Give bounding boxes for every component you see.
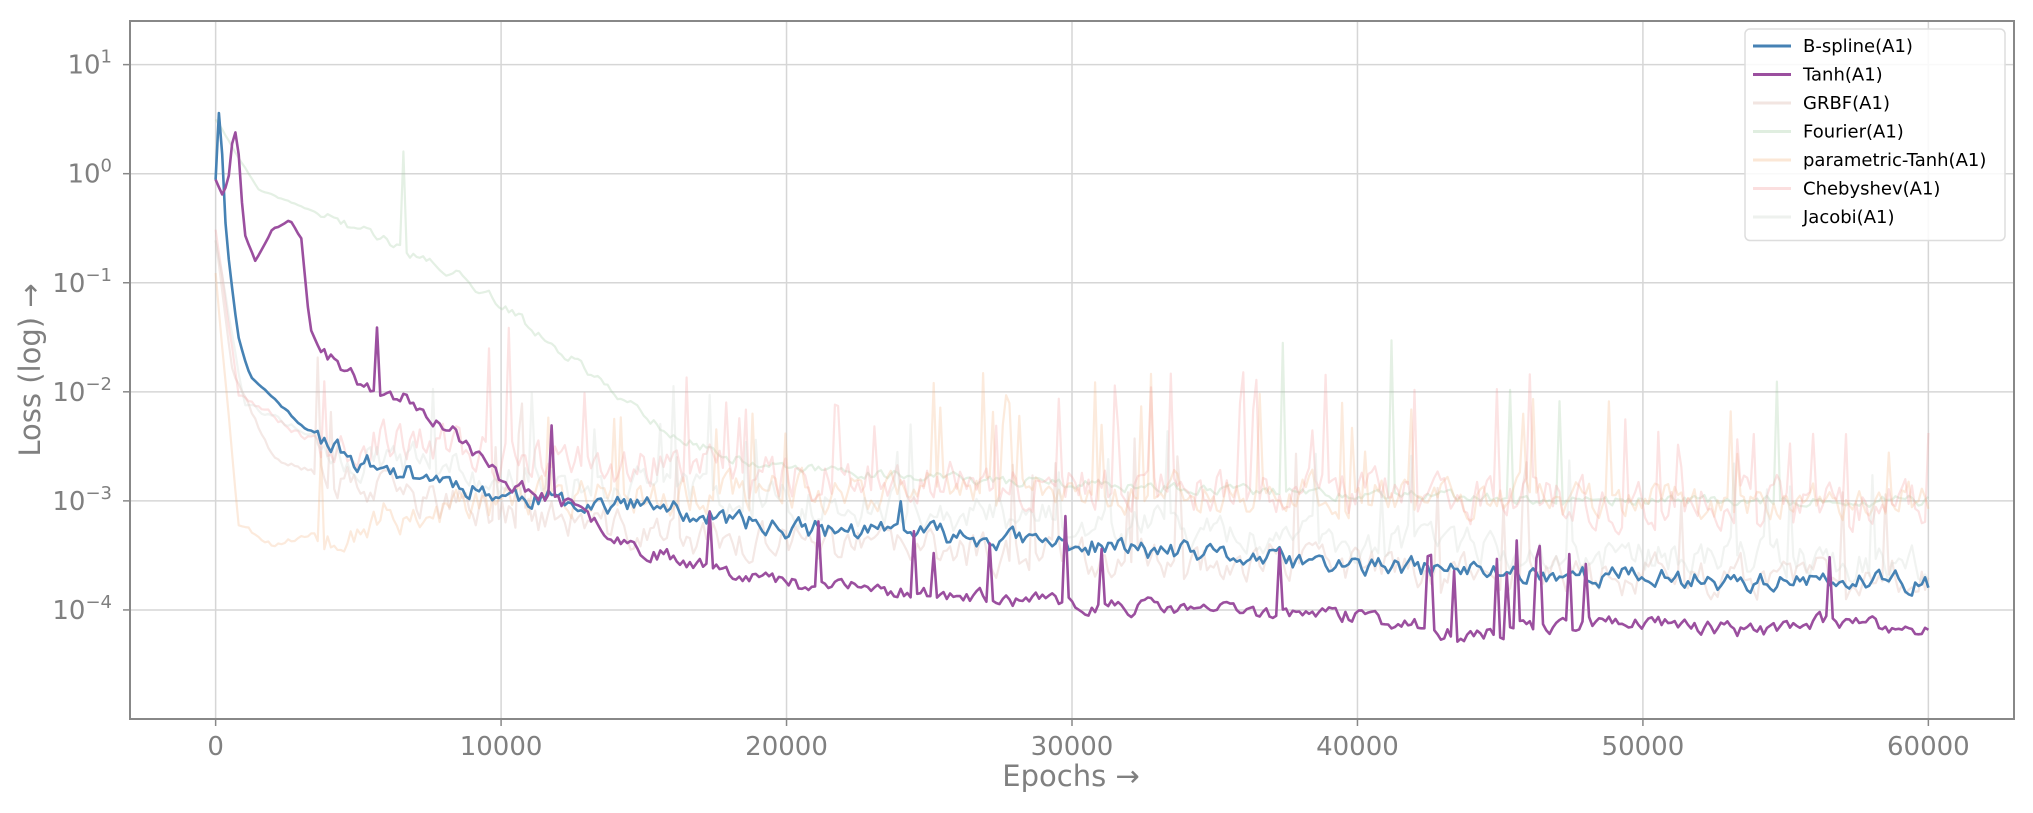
tick-labels: 0 10000 20000 30000 40000 50000 60000 101 100 10−… [52,47,1969,762]
y-tick-label: 10−4 [52,592,112,626]
legend-label: parametric-Tanh(A1) [1803,150,1986,171]
series-line-jacobi-a1 [214,240,1930,584]
legend-label: B-spline(A1) [1803,36,1913,57]
y-tick-label: 10−3 [52,483,112,517]
y-tick-label: 101 [67,47,112,81]
legend-label: Jacobi(A1) [1802,207,1895,228]
series-line-fourier-a1 [214,118,1930,508]
legend-label: Tanh(A1) [1802,65,1883,86]
x-tick-label: 40000 [1316,732,1399,762]
x-tick-label: 50000 [1602,732,1685,762]
x-tick-label: 60000 [1887,732,1970,762]
series-line-parametric-tanh-a1 [214,272,1930,553]
x-tick-label: 0 [207,732,224,762]
legend-label: Chebyshev(A1) [1803,179,1940,200]
legend-label: Fourier(A1) [1803,122,1904,143]
y-tick-label: 10−1 [52,265,112,299]
grid [130,21,2014,719]
y-tick-label: 100 [67,156,112,190]
x-axis-label: Epochs → [1002,759,1139,793]
legend: B-spline(A1) Tanh(A1) GRBF(A1) Fourier(A1) p… [1744,28,2006,242]
y-axis-label: Loss (log) → [13,283,47,456]
x-tick-label: 30000 [1031,732,1114,762]
legend-box [1744,28,2006,242]
series-layer [214,111,1930,643]
series-line-chebyshev-a1 [214,229,1930,536]
y-tick-label: 10−2 [52,374,112,408]
x-tick-label: 10000 [460,732,543,762]
legend-label: GRBF(A1) [1803,93,1890,114]
series-line-tanh-a1 [214,131,1930,643]
series-line-b-spline-a1 [214,111,1930,597]
x-tick-label: 20000 [745,732,828,762]
